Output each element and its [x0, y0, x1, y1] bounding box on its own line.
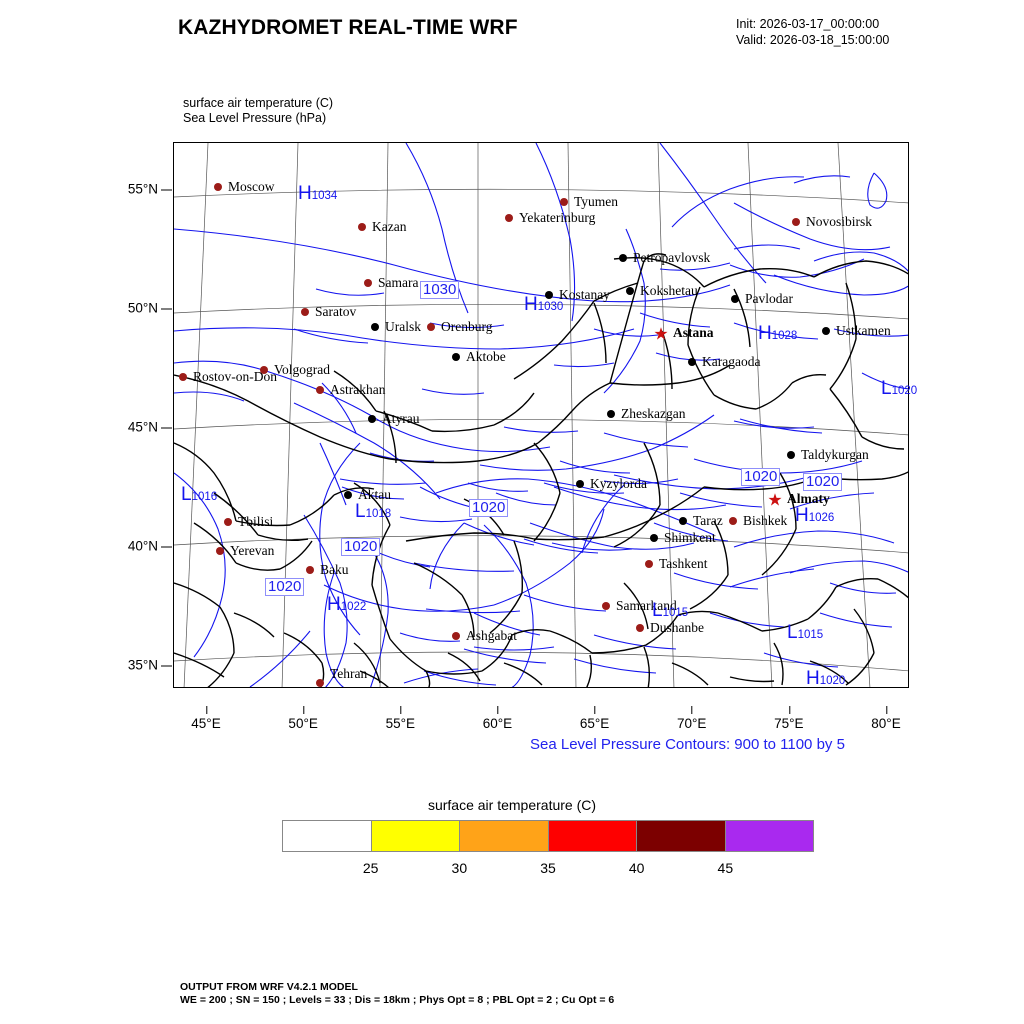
page-title: KAZHYDROMET REAL-TIME WRF: [178, 16, 518, 39]
model-footer: OUTPUT FROM WRF V4.2.1 MODEL WE = 200 ; …: [180, 981, 614, 1007]
colorbar-tick-25: 25: [362, 860, 379, 876]
lat-tick-mark: [161, 546, 172, 547]
lat-tick-35°N: 35°N: [106, 658, 172, 673]
temperature-colorbar: [282, 820, 814, 852]
lon-tick-mark: [788, 706, 790, 714]
model-run-info: Init: 2026-03-17_00:00:00 Valid: 2026-03…: [736, 16, 889, 48]
lon-tick-mark: [885, 706, 887, 714]
graticule-parallels: [174, 188, 908, 672]
weather-map[interactable]: [173, 142, 909, 688]
lon-tick-mark: [205, 706, 207, 714]
colorbar-tick-45: 45: [717, 860, 734, 876]
colorbar-tick-30: 30: [451, 860, 468, 876]
lat-tick-mark: [161, 665, 172, 666]
field-label-block: surface air temperature (C) Sea Level Pr…: [183, 96, 333, 126]
lon-tick-mark: [400, 706, 402, 714]
colorbar-tick-labels: 25 30 35 40 45: [282, 860, 814, 882]
footer-line-config: WE = 200 ; SN = 150 ; Levels = 33 ; Dis …: [180, 994, 615, 1006]
lat-tick-50°N: 50°N: [106, 301, 172, 316]
colorbar-band-5: [724, 821, 813, 851]
country-borders: [174, 253, 908, 687]
contour-caption: Sea Level Pressure Contours: 900 to 1100…: [530, 736, 845, 753]
colorbar-band-0: [283, 821, 371, 851]
lat-tick-55°N: 55°N: [106, 182, 172, 197]
field-label-pressure: Sea Level Pressure (hPa): [183, 111, 327, 125]
lat-tick-40°N: 40°N: [106, 539, 172, 554]
lon-tick-mark: [497, 706, 499, 714]
lat-tick-mark: [161, 308, 172, 309]
lon-tick-mark: [303, 706, 305, 714]
lon-tick-mark: [691, 706, 693, 714]
colorbar-band-3: [547, 821, 636, 851]
lon-tick-75°E: 75°E: [774, 706, 804, 731]
colorbar-tick-35: 35: [540, 860, 556, 876]
lon-tick-80°E: 80°E: [871, 706, 901, 731]
graticule-meridians: [183, 143, 871, 687]
init-time: Init: 2026-03-17_00:00:00: [736, 17, 880, 31]
colorbar-band-2: [459, 821, 548, 851]
lon-tick-65°E: 65°E: [580, 706, 609, 731]
colorbar-band-1: [370, 821, 459, 851]
field-label-temperature: surface air temperature (C): [183, 96, 334, 110]
lon-tick-55°E: 55°E: [386, 706, 415, 731]
colorbar-title: surface air temperature (C): [427, 797, 597, 813]
footer-line-model: OUTPUT FROM WRF V4.2.1 MODEL: [180, 981, 358, 993]
lat-tick-mark: [161, 189, 172, 190]
lon-tick-70°E: 70°E: [677, 706, 706, 731]
lon-tick-mark: [594, 706, 596, 714]
map-graphics: [174, 143, 908, 687]
lat-tick-mark: [161, 427, 172, 428]
pressure-contours: [174, 143, 908, 687]
lon-tick-50°E: 50°E: [288, 706, 318, 731]
colorbar-band-4: [636, 821, 725, 851]
lon-tick-60°E: 60°E: [483, 706, 512, 731]
colorbar-tick-40: 40: [628, 860, 645, 876]
valid-time: Valid: 2026-03-18_15:00:00: [736, 33, 890, 47]
lat-tick-45°N: 45°N: [106, 420, 172, 435]
longitude-axis: 45°E 50°E 55°E 60°E 65°E 70°E 75°E 80°E: [0, 706, 1024, 731]
lon-tick-45°E: 45°E: [191, 706, 221, 731]
